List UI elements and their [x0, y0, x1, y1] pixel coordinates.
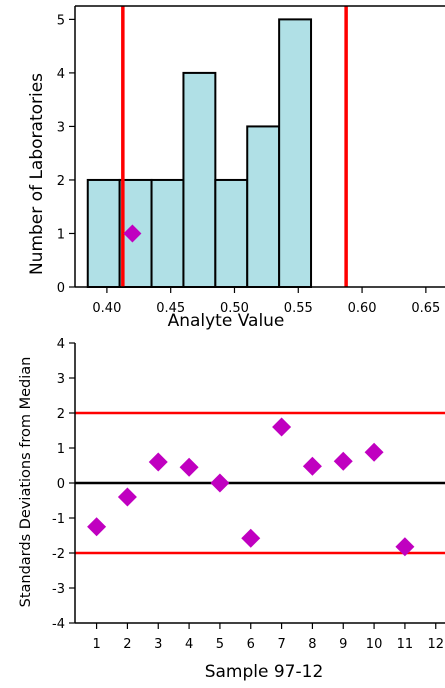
histogram-bar	[278, 18, 313, 289]
x-tick-label: 7	[277, 637, 285, 652]
y-tick-label: -4	[52, 617, 65, 632]
scatter-x-axis-label: Sample 97-12	[205, 662, 324, 682]
limit-lines	[121, 6, 348, 287]
histogram-bar	[86, 178, 121, 288]
deviation-point	[364, 442, 384, 462]
histogram-axes: 0 1 2 3 4 5 0.40 0.45 0.50 0.55 0.60 0.65	[57, 5, 445, 316]
x-tick-label: 5	[216, 637, 224, 652]
y-tick-label: -1	[52, 512, 65, 527]
y-tick-label: 2	[57, 407, 65, 422]
y-tick-label: 5	[57, 13, 65, 28]
histogram-x-axis-label: Analyte Value	[168, 311, 285, 331]
deviation-point	[148, 452, 168, 472]
x-tick-label: 0.50	[220, 301, 249, 316]
y-tick-label: 3	[57, 120, 65, 135]
deviation-point	[241, 528, 261, 548]
x-tick-label: 0.60	[348, 301, 377, 316]
histogram-y-axis-label: Number of Laboratories	[27, 73, 47, 275]
scatter-points	[87, 417, 415, 557]
y-tick-label: 3	[57, 372, 65, 387]
x-tick-label: 10	[366, 637, 383, 652]
x-tick-label: 2	[123, 637, 131, 652]
y-tick-label: 2	[57, 174, 65, 189]
histogram-bar	[150, 178, 185, 288]
marker-layer	[123, 224, 142, 243]
deviation-point	[302, 456, 322, 476]
y-tick-label: 0	[57, 477, 65, 492]
deviation-point	[117, 487, 137, 507]
deviation-point	[272, 417, 292, 437]
x-tick-label: 0.45	[156, 301, 185, 316]
histogram-bars	[86, 18, 313, 289]
deviation-point	[333, 451, 353, 471]
deviation-point	[395, 537, 415, 557]
y-tick-label: 4	[57, 67, 65, 82]
scatter-y-axis-label: Standards Deviations from Median	[18, 357, 34, 608]
x-tick-label: 0.40	[92, 301, 121, 316]
deviation-point	[210, 473, 230, 493]
x-tick-label: 4	[185, 637, 193, 652]
deviation-point	[87, 517, 107, 537]
x-tick-label: 0.65	[411, 301, 440, 316]
reference-lines	[75, 411, 445, 555]
x-tick-label: 3	[154, 637, 162, 652]
lab-marker-point	[123, 224, 142, 243]
y-tick-label: 4	[57, 337, 65, 352]
y-tick-label: -3	[52, 582, 65, 597]
x-tick-label: 0.55	[284, 301, 313, 316]
y-tick-label: 1	[57, 442, 65, 457]
x-tick-label: 12	[427, 637, 444, 652]
histogram-chart: 0 1 2 3 4 5 0.40 0.45 0.50 0.55 0.60 0.65 Analyte V…	[27, 5, 445, 331]
y-tick-label: 0	[57, 281, 65, 296]
deviation-point	[179, 457, 199, 477]
histogram-bar	[214, 178, 249, 288]
x-tick-label: 1	[92, 637, 100, 652]
y-tick-label: 1	[57, 227, 65, 242]
x-tick-label: 9	[339, 637, 347, 652]
x-tick-label: 6	[247, 637, 255, 652]
histogram-bar	[246, 125, 281, 288]
x-tick-label: 11	[397, 637, 414, 652]
x-tick-label: 8	[308, 637, 316, 652]
histogram-bar	[182, 71, 217, 289]
y-tick-label: -2	[52, 547, 65, 562]
